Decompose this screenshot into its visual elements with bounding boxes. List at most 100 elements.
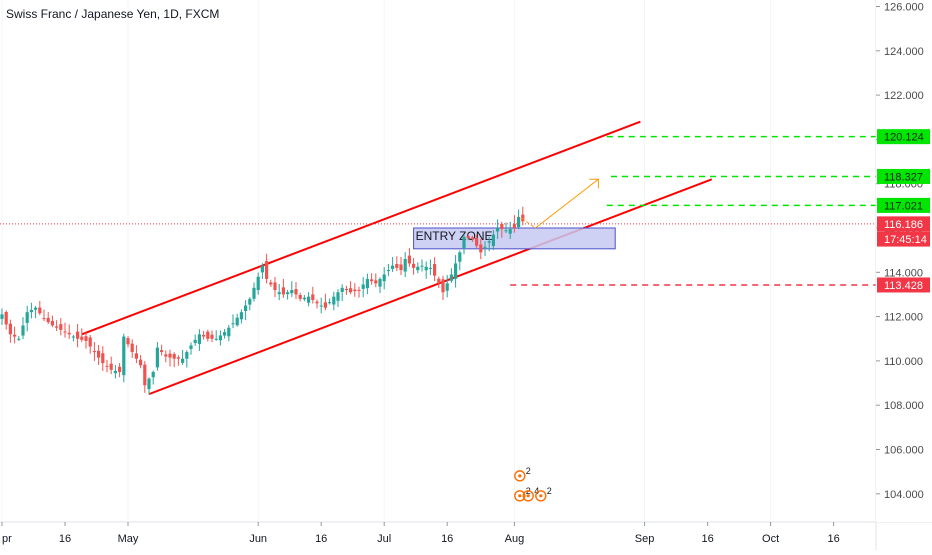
candle[interactable]	[319, 297, 323, 314]
candle[interactable]	[328, 298, 332, 305]
candle[interactable]	[197, 329, 201, 351]
candle[interactable]	[508, 221, 512, 239]
candle[interactable]	[403, 252, 407, 277]
candle[interactable]	[34, 305, 38, 319]
candle[interactable]	[202, 331, 206, 340]
candle[interactable]	[462, 234, 466, 255]
candle[interactable]	[340, 284, 344, 301]
candle[interactable]	[353, 283, 357, 297]
candle[interactable]	[458, 250, 462, 271]
candle[interactable]	[168, 349, 172, 367]
candle[interactable]	[130, 339, 134, 358]
candle[interactable]	[311, 286, 315, 304]
candle[interactable]	[109, 356, 113, 375]
candle[interactable]	[13, 326, 17, 344]
candle[interactable]	[113, 364, 117, 379]
candle[interactable]	[84, 332, 88, 349]
candle[interactable]	[265, 253, 269, 284]
candle[interactable]	[445, 275, 449, 298]
candle[interactable]	[76, 323, 80, 348]
candle[interactable]	[143, 361, 147, 393]
candle[interactable]	[412, 258, 416, 275]
candle[interactable]	[105, 359, 109, 373]
candle[interactable]	[281, 278, 285, 298]
candle[interactable]	[8, 319, 12, 343]
candle[interactable]	[46, 312, 50, 325]
candle[interactable]	[420, 259, 424, 272]
candle[interactable]	[374, 273, 378, 288]
candle[interactable]	[147, 377, 151, 395]
candle[interactable]	[101, 346, 105, 371]
candle[interactable]	[227, 324, 231, 342]
candle[interactable]	[286, 289, 290, 300]
candle[interactable]	[160, 344, 164, 356]
candle[interactable]	[0, 308, 4, 326]
candle[interactable]	[97, 344, 101, 366]
candle[interactable]	[370, 273, 374, 285]
candle[interactable]	[122, 333, 126, 383]
candle[interactable]	[134, 345, 138, 364]
candle[interactable]	[357, 286, 361, 298]
candle[interactable]	[38, 300, 42, 316]
candle[interactable]	[92, 341, 96, 362]
candle[interactable]	[235, 313, 239, 327]
candle[interactable]	[126, 336, 130, 348]
candle[interactable]	[4, 310, 8, 330]
candle[interactable]	[323, 293, 327, 311]
candle[interactable]	[42, 309, 46, 322]
candle[interactable]	[424, 261, 428, 279]
event-marker[interactable]: 4	[522, 486, 539, 502]
candle[interactable]	[248, 297, 252, 311]
candle[interactable]	[206, 329, 210, 342]
candle[interactable]	[302, 295, 306, 302]
candle[interactable]	[71, 334, 75, 342]
candle[interactable]	[55, 320, 59, 331]
candle[interactable]	[298, 292, 302, 302]
candle[interactable]	[239, 309, 243, 324]
candle[interactable]	[391, 257, 395, 272]
candle[interactable]	[29, 302, 33, 319]
candle[interactable]	[218, 330, 222, 346]
candle[interactable]	[260, 263, 264, 280]
event-marker[interactable]: 2	[514, 466, 531, 482]
candle[interactable]	[176, 355, 180, 366]
candle[interactable]	[193, 334, 197, 346]
candle[interactable]	[50, 315, 54, 328]
candle[interactable]	[466, 234, 470, 241]
candle[interactable]	[386, 263, 390, 277]
candle[interactable]	[67, 324, 71, 339]
candle[interactable]	[244, 300, 248, 320]
candle[interactable]	[336, 289, 340, 307]
candle[interactable]	[349, 281, 353, 295]
candle[interactable]	[382, 267, 386, 290]
candle[interactable]	[273, 277, 277, 298]
candle[interactable]	[189, 342, 193, 355]
candle[interactable]	[437, 276, 441, 289]
candle[interactable]	[181, 349, 185, 365]
candle[interactable]	[378, 277, 382, 294]
candle[interactable]	[521, 206, 525, 226]
candle[interactable]	[500, 221, 504, 238]
candle[interactable]	[151, 370, 155, 385]
candle[interactable]	[88, 334, 92, 354]
candle[interactable]	[252, 282, 256, 302]
candle[interactable]	[315, 299, 319, 309]
candle[interactable]	[332, 291, 336, 311]
candle[interactable]	[21, 317, 25, 340]
candle[interactable]	[487, 236, 491, 252]
candle[interactable]	[479, 238, 483, 260]
channel-upper-line[interactable]	[81, 120, 641, 336]
candle[interactable]	[517, 209, 521, 230]
candle[interactable]	[185, 350, 189, 368]
candle[interactable]	[277, 283, 281, 301]
candle[interactable]	[118, 363, 122, 378]
candle[interactable]	[25, 305, 29, 332]
candle[interactable]	[256, 272, 260, 295]
candle[interactable]	[172, 352, 176, 368]
price-axis[interactable]: 126.000124.000122.000120.000118.000116.0…	[876, 0, 932, 522]
candle[interactable]	[433, 257, 437, 282]
candle[interactable]	[139, 355, 143, 369]
candle[interactable]	[59, 318, 63, 336]
candle[interactable]	[210, 330, 214, 343]
